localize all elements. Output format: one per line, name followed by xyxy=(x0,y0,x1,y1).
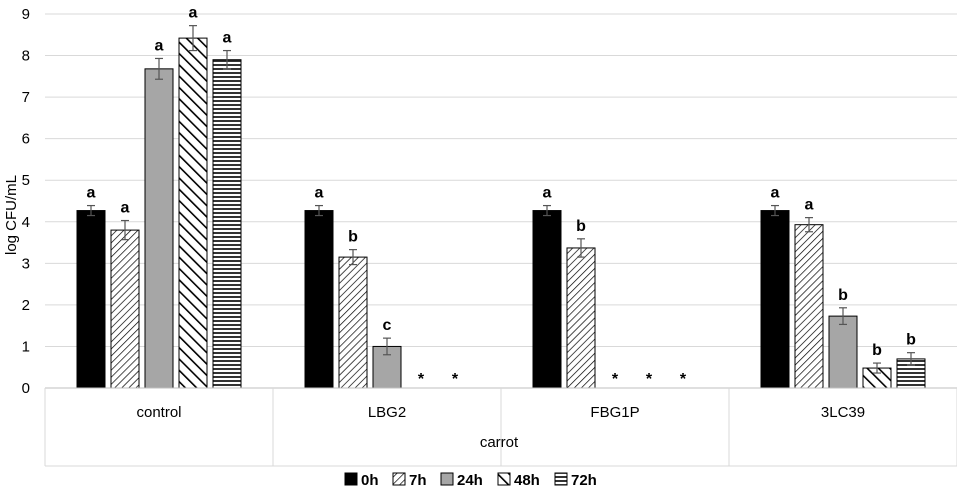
bar xyxy=(304,210,334,389)
significance-label: c xyxy=(383,317,392,334)
significance-label: b xyxy=(906,332,916,349)
significance-label: b xyxy=(838,287,848,304)
legend-item: 48h xyxy=(497,472,540,489)
y-tick-label: 8 xyxy=(22,48,30,65)
category-label: LBG2 xyxy=(368,404,406,421)
bar xyxy=(828,315,858,389)
significance-label: * xyxy=(646,371,653,388)
significance-label: a xyxy=(87,185,96,202)
bar xyxy=(760,210,790,389)
significance-label: a xyxy=(315,185,324,202)
y-tick-label: 9 xyxy=(22,6,30,23)
significance-label: b xyxy=(348,229,358,246)
y-tick-label: 1 xyxy=(22,338,30,355)
category-label: 3LC39 xyxy=(821,404,865,421)
legend-item: 7h xyxy=(392,472,427,489)
legend-item: 0h xyxy=(344,472,379,489)
category-label: FBG1P xyxy=(590,404,639,421)
category-label: control xyxy=(136,404,181,421)
legend-swatch xyxy=(497,472,511,486)
bar xyxy=(178,37,208,389)
legend-label: 24h xyxy=(457,472,483,489)
significance-label: * xyxy=(418,371,425,388)
bar xyxy=(566,247,596,389)
x-axis: control LBG2 FBG1P 3LC39 xyxy=(44,387,957,467)
y-tick-label: 5 xyxy=(22,172,30,189)
legend-swatch xyxy=(554,472,568,486)
legend: 0h 7h 24h 48h 72h xyxy=(344,472,597,489)
legend-swatch xyxy=(440,472,454,486)
bar xyxy=(338,256,368,389)
bar xyxy=(212,59,242,389)
significance-label: a xyxy=(189,5,198,22)
bar xyxy=(76,210,106,389)
legend-item: 72h xyxy=(554,472,597,489)
y-axis-label: log CFU/mL xyxy=(3,175,20,255)
significance-label: a xyxy=(121,200,130,217)
legend-label: 48h xyxy=(514,472,540,489)
x-axis-label: carrot xyxy=(480,434,519,451)
y-tick-label: 0 xyxy=(22,380,30,397)
significance-label: b xyxy=(576,218,586,235)
legend-label: 0h xyxy=(361,472,379,489)
y-tick-label: 4 xyxy=(22,214,30,231)
y-tick-label: 6 xyxy=(22,131,30,148)
significance-label: b xyxy=(872,342,882,359)
bars: a a a a a a b c * * a b * * * a a b b b xyxy=(76,5,926,389)
significance-label: * xyxy=(680,371,687,388)
significance-label: a xyxy=(543,185,552,202)
bar xyxy=(144,68,174,389)
bar xyxy=(794,224,824,389)
y-tick-label: 2 xyxy=(22,297,30,314)
significance-label: * xyxy=(612,371,619,388)
significance-label: a xyxy=(155,37,164,54)
significance-label: * xyxy=(452,371,459,388)
bar xyxy=(110,229,140,389)
legend-swatch xyxy=(344,472,358,486)
significance-label: a xyxy=(805,197,814,214)
legend-swatch xyxy=(392,472,406,486)
y-tick-label: 3 xyxy=(22,255,30,272)
legend-label: 72h xyxy=(571,472,597,489)
legend-label: 7h xyxy=(409,472,427,489)
legend-item: 24h xyxy=(440,472,483,489)
bar xyxy=(532,210,562,389)
significance-label: a xyxy=(771,185,780,202)
significance-label: a xyxy=(223,30,232,47)
y-tick-label: 7 xyxy=(22,89,30,106)
y-axis-ticks: 0 1 2 3 4 5 6 7 8 9 xyxy=(22,6,30,397)
